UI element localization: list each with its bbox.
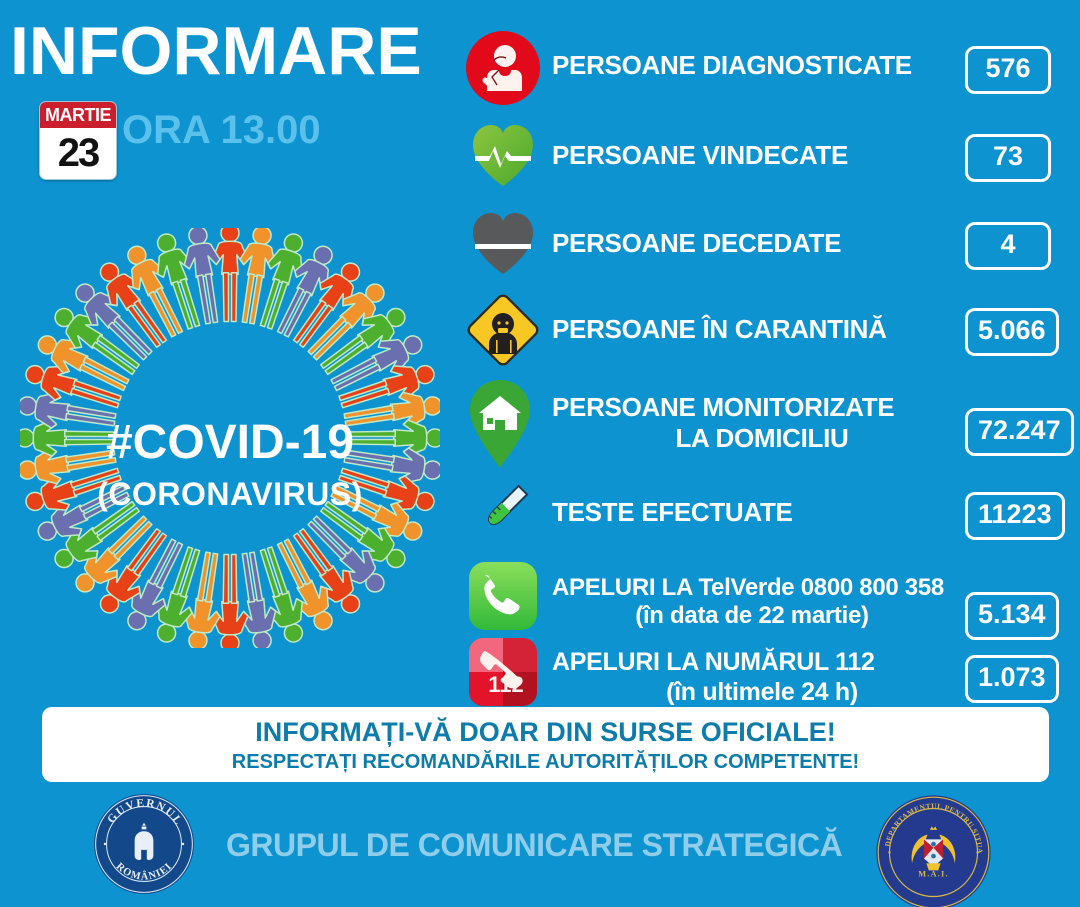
svg-text:112: 112 bbox=[488, 672, 524, 697]
svg-text:M.A.I.: M.A.I. bbox=[918, 869, 949, 878]
